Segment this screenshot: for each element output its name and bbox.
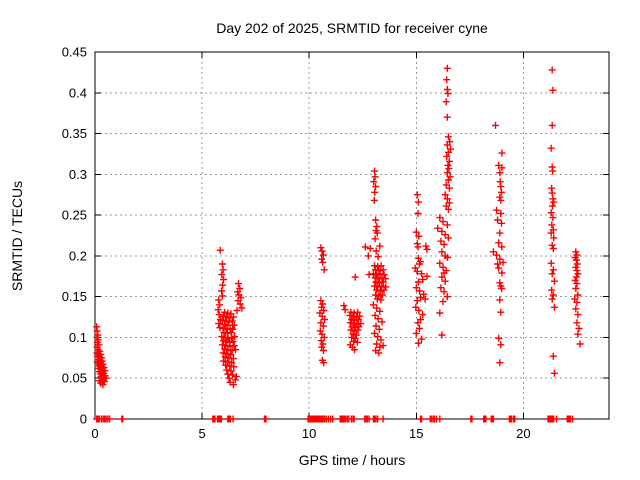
x-tick-label: 15 <box>409 426 423 441</box>
grid-lines <box>95 52 609 419</box>
y-tick-label: 0.15 <box>62 289 87 304</box>
y-tick-label: 0.4 <box>69 85 87 100</box>
x-tick-label: 0 <box>91 426 98 441</box>
chart-title: Day 202 of 2025, SRMTID for receiver cyn… <box>216 20 488 36</box>
y-tick-label: 0.45 <box>62 45 87 60</box>
axis-ticks <box>94 51 609 420</box>
x-tick-label: 5 <box>198 426 205 441</box>
y-tick-label: 0 <box>80 412 87 427</box>
y-tick-label: 0.2 <box>69 248 87 263</box>
data-points-srmtid <box>93 64 584 423</box>
y-tick-label: 0.1 <box>69 330 87 345</box>
y-axis-label: SRMTID / TECUs <box>9 180 25 292</box>
y-tick-label: 0.25 <box>62 208 87 223</box>
x-tick-label: 20 <box>516 426 530 441</box>
plot-border <box>94 51 610 420</box>
y-tick-label: 0.35 <box>62 126 87 141</box>
x-tick-label: 10 <box>302 426 316 441</box>
x-axis-label: GPS time / hours <box>298 452 406 468</box>
y-tick-label: 0.3 <box>69 167 87 182</box>
y-tick-label: 0.05 <box>62 371 87 386</box>
